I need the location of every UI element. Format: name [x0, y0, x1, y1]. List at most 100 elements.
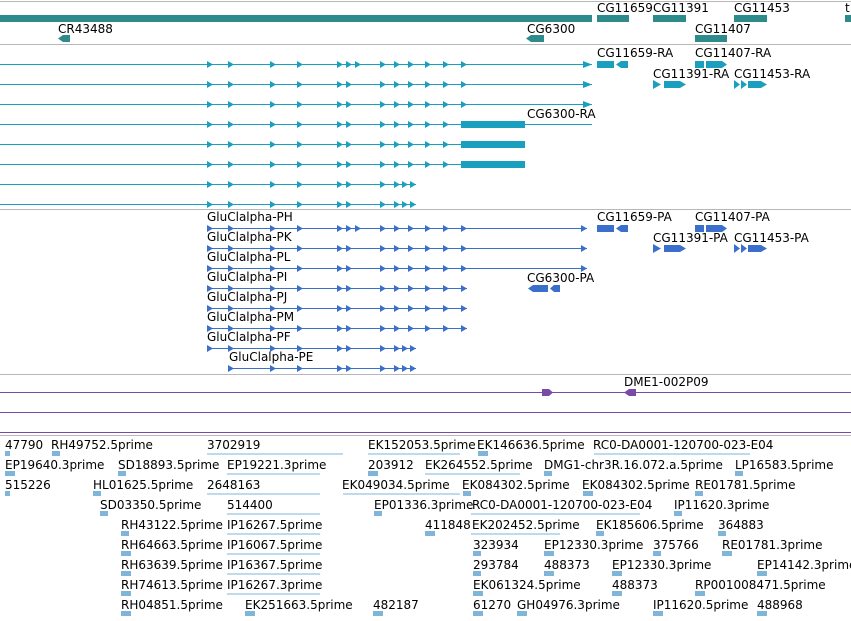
est-label-411848[interactable]: 411848 [425, 518, 471, 532]
transcript-cg11407-ra-glyph[interactable] [695, 61, 704, 68]
est-label-364883[interactable]: 364883 [718, 518, 764, 532]
est-label-47790[interactable]: 47790 [5, 438, 43, 452]
protein-cg6300-pa-glyph[interactable] [528, 285, 548, 292]
est-label-488373-b[interactable]: 488373 [612, 578, 658, 592]
gene-label-t[interactable]: t [845, 1, 850, 15]
est-label-ek264552-5prime[interactable]: EK264552.5prime [425, 458, 533, 472]
protein-label-gluclalpha-pe[interactable]: GluClalpha-PE [229, 350, 313, 364]
protein-row[interactable] [207, 265, 587, 272]
est-label-dmg1-chr3r[interactable]: DMG1-chr3R.16.072.a.5prime [544, 458, 723, 472]
est-label-rc0-da0001-e04-b[interactable]: RC0-DA0001-120700-023-E04 [472, 498, 652, 512]
protein-row[interactable] [207, 225, 587, 232]
est-label-514400[interactable]: 514400 [227, 498, 273, 512]
gene-track[interactable] [0, 15, 851, 42]
est-label-ek084302-5prime[interactable]: EK084302.5prime [462, 478, 570, 492]
gene-label-cg11407[interactable]: CG11407 [695, 22, 751, 36]
protein-label-gluclalpha-pl[interactable]: GluClalpha-PL [207, 250, 291, 264]
misc-feature-glyph[interactable] [542, 389, 553, 396]
protein-cg11407-pa-glyph[interactable] [695, 225, 704, 232]
est-row-1[interactable] [5, 451, 750, 456]
est-row-4[interactable] [100, 511, 682, 516]
est-label-61270[interactable]: 61270 [473, 598, 511, 612]
protein-label-cg11453-pa[interactable]: CG11453-PA [734, 231, 810, 245]
gene-label-cg11659[interactable]: CG11659 [597, 1, 653, 15]
est-glyph[interactable] [583, 491, 593, 496]
protein-row[interactable] [207, 325, 467, 332]
est-label-323934[interactable]: 323934 [473, 538, 519, 552]
est-glyph[interactable] [473, 591, 483, 596]
misc-label-dme1-002p09[interactable]: DME1-002P09 [624, 375, 709, 389]
protein-row[interactable] [228, 365, 416, 372]
est-glyph[interactable] [118, 471, 126, 476]
est-label-rh04851-5prime[interactable]: RH04851.5prime [121, 598, 223, 612]
protein-cg11391-pa-glyph[interactable] [653, 244, 661, 253]
est-glyph[interactable] [93, 491, 101, 496]
transcript-cg11659-ra-glyph[interactable] [597, 61, 614, 68]
est-label-rh43122-5prime[interactable]: RH43122.5prime [121, 518, 223, 532]
est-label-ip16267-5prime[interactable]: IP16267.5prime [227, 518, 322, 532]
transcript-cg11453-ra-glyph[interactable] [734, 80, 740, 89]
est-label-ek202452-5prime[interactable]: EK202452.5prime [472, 518, 580, 532]
est-label-ip16067-5prime[interactable]: IP16067.5prime [227, 538, 322, 552]
est-label-ep14142-3prime[interactable]: EP14142.3prime [757, 558, 851, 572]
transcript-cg11453-ra-glyph[interactable] [741, 80, 747, 89]
transcript-cg11453-ra-glyph[interactable] [748, 81, 767, 88]
gene-label-cr43488[interactable]: CR43488 [58, 22, 113, 36]
est-glyph[interactable] [544, 571, 554, 576]
est-label-ep01336-3prime[interactable]: EP01336.3prime [374, 498, 473, 512]
est-glyph[interactable] [5, 491, 10, 496]
gene-label-cg11453[interactable]: CG11453 [734, 1, 790, 15]
est-label-rh64663-5prime[interactable]: RH64663.5prime [121, 538, 223, 552]
protein-cg11659-pa-glyph[interactable] [616, 225, 628, 232]
transcript-label-cg11453-ra[interactable]: CG11453-RA [734, 67, 811, 81]
est-glyph[interactable] [121, 531, 129, 536]
misc-track[interactable] [0, 389, 851, 433]
est-glyph[interactable] [735, 471, 743, 476]
est-glyph[interactable] [653, 611, 663, 616]
est-label-rc0-da0001-e04[interactable]: RC0-DA0001-120700-023-E04 [593, 438, 773, 452]
protein-label-gluclalpha-pm[interactable]: GluClalpha-PM [207, 310, 294, 324]
est-glyph[interactable] [473, 611, 483, 616]
est-glyph[interactable] [100, 511, 108, 516]
est-label-lp16583-5prime[interactable]: LP16583.5prime [735, 458, 834, 472]
transcript-label-cg6300-ra[interactable]: CG6300-RA [527, 107, 596, 121]
est-label-ek251663-5prime[interactable]: EK251663.5prime [245, 598, 353, 612]
protein-label-gluclalpha-ph[interactable]: GluClalpha-PH [207, 210, 293, 224]
est-label-rh74613-5prime[interactable]: RH74613.5prime [121, 578, 223, 592]
transcript-row[interactable] [0, 81, 592, 88]
est-label-ek152053-5prime[interactable]: EK152053.5prime [368, 438, 476, 452]
est-glyph[interactable] [121, 571, 131, 576]
est-glyph[interactable] [544, 471, 552, 476]
gene-glyph-cg11391[interactable] [653, 15, 686, 22]
gene-glyph-cg6300[interactable] [526, 35, 544, 42]
est-glyph[interactable] [5, 451, 10, 456]
est-label-ep19221-3prime[interactable]: EP19221.3prime [227, 458, 326, 472]
est-glyph[interactable] [121, 551, 131, 556]
est-glyph[interactable] [368, 471, 378, 476]
est-label-ep12330-3prime[interactable]: EP12330.3prime [544, 538, 643, 552]
protein-row[interactable] [207, 345, 416, 352]
gene-label-cg6300[interactable]: CG6300 [527, 22, 575, 36]
protein-cg11659-pa-glyph[interactable] [597, 225, 614, 232]
est-label-ip11620-5prime[interactable]: IP11620.5prime [653, 598, 748, 612]
protein-label-cg11391-pa[interactable]: CG11391-PA [653, 231, 729, 245]
est-label-ip16367-5prime[interactable]: IP16367.5prime [227, 558, 322, 572]
est-glyph[interactable] [653, 551, 661, 556]
gene-glyph-cg11407[interactable] [695, 35, 727, 42]
est-label-re01781-3prime[interactable]: RE01781.3prime [722, 538, 823, 552]
est-label-203912[interactable]: 203912 [368, 458, 414, 472]
est-row-9[interactable] [121, 611, 767, 616]
est-label-ek146636-5prime[interactable]: EK146636.5prime [477, 438, 585, 452]
est-label-3702919[interactable]: 3702919 [207, 438, 260, 452]
est-glyph[interactable] [722, 551, 732, 556]
est-label-ek061324-5prime[interactable]: EK061324.5prime [473, 578, 581, 592]
transcript-row[interactable] [0, 101, 592, 108]
est-label-515226[interactable]: 515226 [5, 478, 51, 492]
est-label-re01781-5prime[interactable]: RE01781.5prime [695, 478, 796, 492]
est-glyph[interactable] [473, 551, 481, 556]
est-label-2648163[interactable]: 2648163 [207, 478, 260, 492]
est-glyph[interactable] [478, 451, 488, 456]
est-label-375766[interactable]: 375766 [653, 538, 699, 552]
est-row-2[interactable] [5, 471, 743, 476]
